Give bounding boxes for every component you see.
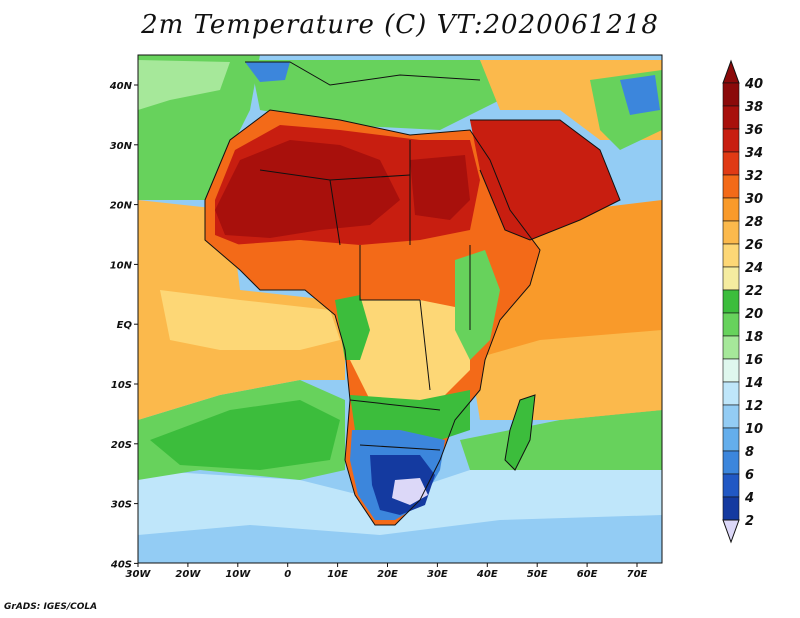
madagascar [505, 395, 535, 470]
colorbar-swatch [722, 312, 740, 337]
temperature-field [138, 55, 662, 563]
lat-label: EQ [117, 320, 133, 331]
colorbar-swatch [722, 220, 740, 245]
lat-label: 30S [111, 500, 132, 511]
colorbar-swatch [722, 105, 740, 130]
colorbar-label: 32 [745, 169, 763, 184]
colorbar-swatch [722, 473, 740, 498]
lat-label: 10S [111, 380, 132, 391]
border-6 [349, 399, 441, 411]
lon-label: 0 [284, 569, 291, 580]
sahara-core [215, 140, 400, 238]
lat-label: 20S [111, 440, 132, 451]
colorbar-label: 24 [745, 261, 763, 276]
colorbar-label: 10 [745, 422, 763, 437]
lon-label: 70E [627, 569, 648, 580]
southern-africa-green [350, 390, 470, 440]
colorbar-under-arrow [722, 519, 740, 544]
colorbar-swatch [722, 358, 740, 383]
iran-cool [620, 75, 660, 115]
sahel [230, 240, 470, 300]
colorbar-swatch [722, 197, 740, 222]
colorbar-label: 36 [745, 123, 763, 138]
latitude-labels: 40N 30N 20N 10N EQ 10S 20S 30S 40S [109, 81, 138, 570]
lat-label: 40N [109, 81, 133, 92]
colorbar-label: 38 [745, 100, 763, 115]
indian-ocean-warm [470, 330, 662, 420]
colorbar: 40 38 36 34 32 30 28 26 24 22 20 18 16 14 12 10 8 6 4 2 [722, 59, 763, 544]
colorbar-over-arrow [722, 59, 740, 84]
map-title: 2m Temperature (C) VT:2020061218 [141, 10, 659, 40]
colorbar-swatch [722, 128, 740, 153]
colorbar-label: 34 [745, 146, 763, 161]
lat-label: 40S [110, 559, 132, 570]
south-atlantic-darkgreen [150, 400, 340, 470]
colorbar-label: 4 [744, 491, 754, 506]
congo-green [335, 295, 370, 360]
lon-label: 20W [175, 569, 201, 580]
colorbar-swatch [722, 151, 740, 176]
colorbar-label: 40 [744, 77, 763, 92]
border-2 [329, 179, 341, 246]
colorbar-label: 30 [745, 192, 763, 207]
longitude-labels: 30W 20W 10W 0 10E 20E 30E 40E 50E 60E 70E [126, 563, 648, 580]
arabia-coastline [470, 119, 621, 241]
north-atlantic-cool [138, 60, 230, 110]
colorbar-swatch [722, 496, 740, 521]
atlantic-cool-tongue [160, 290, 340, 350]
lat-label: 20N [110, 201, 133, 212]
lat-label: 30N [110, 141, 133, 152]
colorbar-swatch [722, 82, 740, 107]
border-5 [419, 299, 431, 391]
europe-coast [245, 61, 481, 86]
east-africa-highlands [455, 250, 500, 360]
colorbar-label: 22 [745, 284, 763, 299]
lon-label: 30E [427, 569, 448, 580]
credit-label: GrADS: IGES/COLA [4, 602, 98, 612]
colorbar-swatch [722, 450, 740, 475]
colorbar-label: 14 [745, 376, 763, 391]
colorbar-label: 16 [745, 353, 763, 368]
lon-label: 10E [327, 569, 348, 580]
lat-label: 10N [110, 260, 133, 271]
colorbar-swatch [722, 289, 740, 314]
colorbar-swatch [722, 174, 740, 199]
country-borders [204, 61, 621, 526]
colorbar-label: 6 [745, 468, 754, 483]
colorbar-label: 20 [745, 307, 763, 322]
lon-label: 40E [476, 569, 498, 580]
border-4 [359, 245, 420, 301]
colorbar-swatch [722, 404, 740, 429]
lon-label: 60E [577, 569, 598, 580]
colorbar-label: 8 [745, 445, 754, 460]
colorbar-label: 26 [745, 238, 763, 253]
colorbar-label: 2 [745, 514, 754, 529]
border-7 [359, 444, 441, 451]
colorbar-label: 28 [745, 215, 763, 230]
lon-label: 20E [377, 569, 398, 580]
lon-label: 10W [225, 569, 251, 580]
colorbar-swatch [722, 266, 740, 291]
madagascar-coastline [504, 394, 536, 471]
colorbar-label: 12 [745, 399, 763, 414]
colorbar-swatch [722, 427, 740, 452]
sahara-core-east [410, 155, 470, 220]
europe-blue [245, 62, 290, 82]
arabia [470, 120, 620, 240]
central-africa [350, 300, 470, 410]
southern-africa-frost [392, 478, 428, 505]
lon-label: 30W [126, 569, 152, 580]
colorbar-label: 18 [745, 330, 763, 345]
colorbar-swatch [722, 335, 740, 360]
colorbar-swatch [722, 243, 740, 268]
lon-label: 50E [527, 569, 548, 580]
africa-coastline [204, 109, 541, 526]
plot-frame [137, 54, 663, 564]
colorbar-swatch [722, 381, 740, 406]
